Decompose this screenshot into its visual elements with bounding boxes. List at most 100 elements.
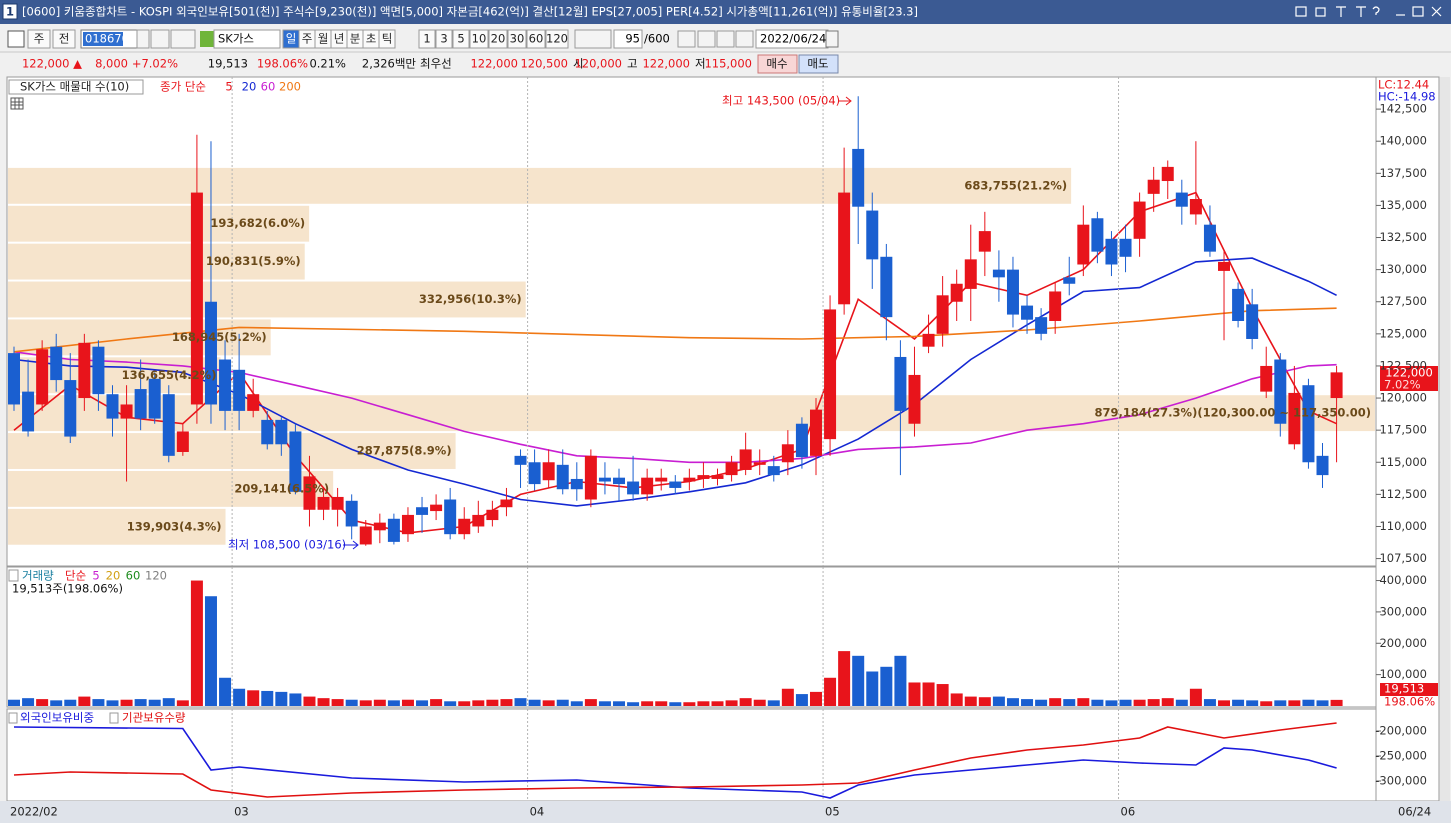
toolbar-button-box[interactable]: [27, 29, 51, 49]
interval-button-box[interactable]: [469, 29, 489, 49]
interval-button-box[interactable]: [452, 29, 470, 49]
candle-body: [1175, 192, 1188, 207]
candle-body: [838, 192, 851, 305]
volume-bar: [1274, 700, 1287, 706]
quote-high: 122,000: [642, 57, 690, 71]
toolbar-button-box[interactable]: [52, 29, 76, 49]
quote-change-rate: +7.02%: [132, 57, 178, 71]
text-button[interactable]: [1356, 6, 1366, 17]
period-button[interactable]: 년: [334, 32, 345, 46]
interval-button[interactable]: 20: [491, 32, 506, 46]
candle-body: [359, 526, 372, 545]
legend-entry: 20: [242, 80, 257, 94]
quote-best-ask: 122,000: [470, 57, 518, 71]
candle-body: [739, 449, 752, 470]
volume-bar: [950, 693, 963, 706]
volume-bar: [64, 699, 77, 706]
buy-button[interactable]: 매수: [766, 57, 787, 71]
volume-bar: [204, 596, 217, 706]
candle-body: [162, 394, 175, 456]
quote-open-label: 시: [573, 57, 584, 71]
candle-body: [247, 394, 260, 411]
legend-box: [109, 712, 119, 724]
candle-body: [303, 476, 316, 510]
candle-body: [36, 349, 49, 405]
candle-body: [1330, 372, 1343, 399]
count-box[interactable]: [613, 29, 643, 49]
y-tick-label: 135,000: [1379, 198, 1427, 212]
interval-button-box[interactable]: [418, 29, 436, 49]
interval-button-box[interactable]: [526, 29, 546, 49]
candle-body: [1218, 261, 1231, 271]
period-button[interactable]: 월: [318, 32, 329, 46]
search-icon[interactable]: [150, 29, 170, 49]
sound-icon[interactable]: [170, 29, 196, 49]
interval-button-box[interactable]: [507, 29, 527, 49]
sell-button[interactable]: 매도: [807, 57, 828, 71]
table-icon[interactable]: [10, 97, 24, 110]
y-tick-label: 117,500: [1379, 423, 1427, 437]
last-price: 122,000: [1385, 366, 1433, 380]
volume-bar: [1049, 698, 1062, 706]
interval-button[interactable]: 5: [457, 32, 464, 46]
tool-icon[interactable]: [677, 30, 696, 48]
interval-button-box[interactable]: [545, 29, 569, 49]
y-tick-label: 115,000: [1379, 455, 1427, 469]
volume-profile-bar: [8, 508, 226, 545]
interval-button[interactable]: 1: [423, 32, 430, 46]
y-tick-label: 107,500: [1379, 551, 1427, 565]
title-bar: [0, 0, 1451, 24]
interval-dropdown[interactable]: [574, 29, 612, 49]
pin-button[interactable]: [1336, 6, 1346, 17]
candle-body: [8, 353, 20, 405]
volume-bar: [233, 688, 246, 706]
restore-alt-button[interactable]: [1315, 7, 1326, 17]
candle-body: [1077, 224, 1090, 265]
volume-bar: [669, 702, 682, 706]
help-button[interactable]: [1372, 6, 1380, 15]
layout-icon[interactable]: [7, 30, 25, 48]
volume-bar: [894, 655, 907, 706]
calendar-icon[interactable]: [825, 30, 839, 48]
interval-button-box[interactable]: [488, 29, 508, 49]
maximize-button[interactable]: [1412, 6, 1424, 17]
volume-bar: [725, 700, 738, 706]
period-button[interactable]: 초: [366, 32, 377, 46]
toolbar-button[interactable]: 주: [34, 32, 45, 46]
window-controls[interactable]: [1295, 6, 1442, 17]
scrollbar[interactable]: [1440, 77, 1450, 801]
interval-button[interactable]: 3: [440, 32, 447, 46]
layout-button[interactable]: [1295, 6, 1307, 17]
toolbar-button[interactable]: 전: [59, 32, 70, 46]
quote-low-label: 저: [695, 57, 706, 71]
volume-bar: [1246, 700, 1259, 706]
sell-button-box[interactable]: [798, 54, 839, 74]
interval-button-box[interactable]: [435, 29, 453, 49]
volume-bar: [373, 699, 386, 706]
y-tick-label: 110,000: [1379, 519, 1427, 533]
interval-button[interactable]: 120: [546, 32, 568, 46]
interval-button[interactable]: 30: [510, 32, 525, 46]
close-button[interactable]: [1431, 6, 1442, 17]
legend-ma-label: 종가 단순: [160, 80, 206, 94]
quote-best-label: 최우선: [420, 57, 452, 71]
tool-icon[interactable]: [735, 30, 754, 48]
buy-button-box[interactable]: [757, 54, 798, 74]
period-button-box[interactable]: [378, 29, 396, 49]
candle-body: [753, 462, 766, 465]
volume-profile-bar: [8, 470, 334, 507]
last-volume: 19,513: [1384, 682, 1424, 696]
candle-body: [1021, 305, 1034, 320]
tool-icon[interactable]: [716, 30, 735, 48]
tool-icon[interactable]: [697, 30, 716, 48]
interval-button[interactable]: 60: [529, 32, 544, 46]
date-axis: [0, 801, 1451, 823]
period-button[interactable]: 틱: [382, 32, 393, 46]
period-button[interactable]: 일: [286, 32, 297, 46]
period-button[interactable]: 주: [302, 32, 313, 46]
stock-name: SK가스: [218, 32, 254, 46]
code-dropdown[interactable]: [136, 29, 150, 49]
period-button[interactable]: 분: [350, 32, 361, 46]
interval-button[interactable]: 10: [472, 32, 487, 46]
